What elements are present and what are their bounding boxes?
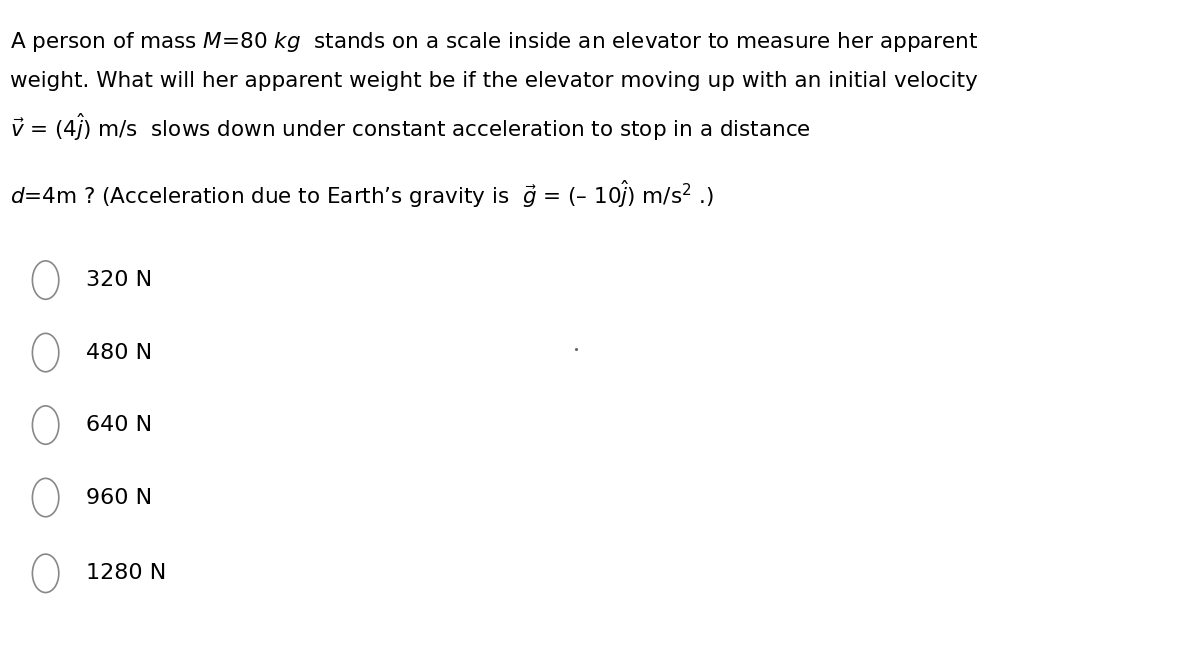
Text: A person of mass $\mathit{M}$=80 $\mathit{kg}$  stands on a scale inside an elev: A person of mass $\mathit{M}$=80 $\mathi… <box>10 30 978 53</box>
Text: 1280 N: 1280 N <box>86 563 167 583</box>
Text: 320 N: 320 N <box>86 270 152 290</box>
Text: $\mathit{d}$=4m ? (Acceleration due to Earth’s gravity is  $\vec{g}$ = (– 10$\ha: $\mathit{d}$=4m ? (Acceleration due to E… <box>10 178 714 210</box>
Text: 960 N: 960 N <box>86 488 152 507</box>
Text: 480 N: 480 N <box>86 343 152 362</box>
Text: $\vec{v}$ = (4$\hat{j}$) m/s  slows down under constant acceleration to stop in : $\vec{v}$ = (4$\hat{j}$) m/s slows down … <box>10 111 810 143</box>
Text: weight. What will her apparent weight be if the elevator moving up with an initi: weight. What will her apparent weight be… <box>10 71 977 90</box>
Text: 640 N: 640 N <box>86 415 152 435</box>
